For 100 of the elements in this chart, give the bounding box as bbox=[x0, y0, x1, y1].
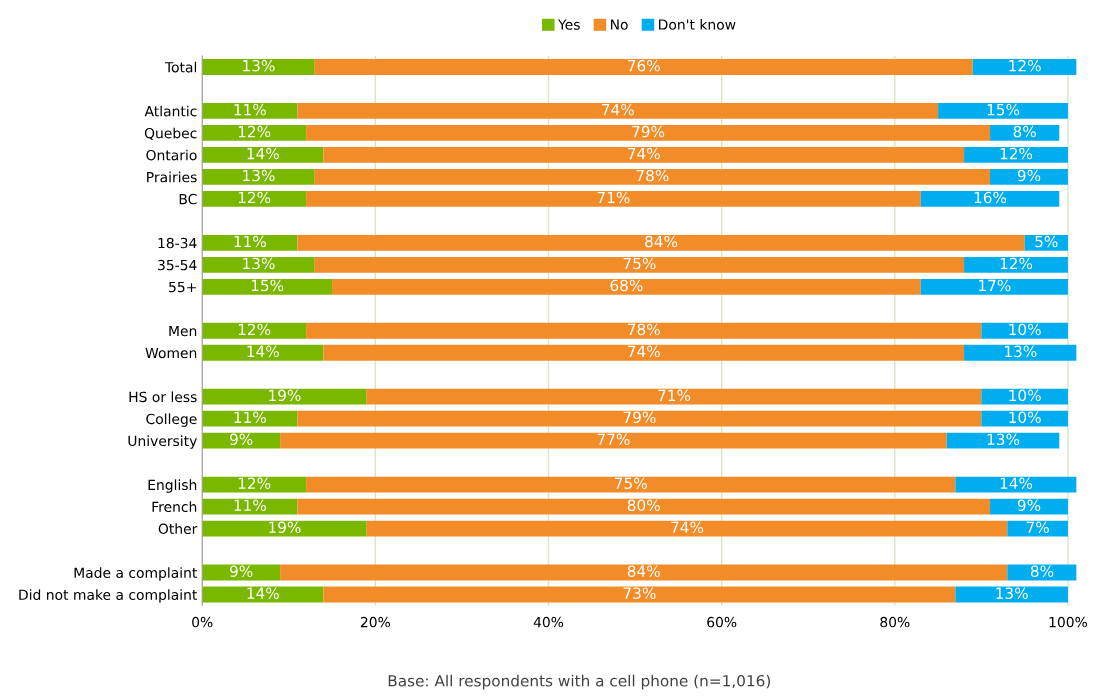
data-label: 8% bbox=[1030, 565, 1054, 577]
bar bbox=[202, 103, 298, 119]
legend-label: Yes bbox=[558, 19, 580, 30]
bar bbox=[990, 125, 1060, 141]
bar bbox=[202, 278, 333, 295]
data-label: 11% bbox=[234, 103, 266, 116]
text: Base: All respondents with a cell phone (n=1,016) bbox=[388, 674, 771, 690]
bar bbox=[323, 586, 956, 603]
y-tick-label: Total bbox=[164, 61, 197, 73]
bar bbox=[981, 322, 1068, 339]
data-label: 13% bbox=[243, 169, 275, 182]
data-label: 5% bbox=[1035, 235, 1058, 248]
data-label: 8% bbox=[1013, 125, 1036, 138]
data-label: 80% bbox=[627, 499, 660, 512]
bar bbox=[323, 344, 965, 361]
data-label: 9% bbox=[1017, 169, 1041, 182]
bar bbox=[972, 59, 1077, 75]
bar bbox=[366, 388, 982, 405]
data-label: 10% bbox=[1009, 389, 1041, 402]
x-tick-label: 20% bbox=[360, 616, 391, 628]
data-label: 7% bbox=[1026, 521, 1049, 533]
y-tick-label: Ontario bbox=[146, 149, 197, 161]
data-label: 15% bbox=[987, 103, 1020, 116]
data-label: 73% bbox=[623, 587, 656, 599]
x-tick-label: 0% bbox=[192, 616, 213, 628]
data-label: 79% bbox=[632, 125, 665, 138]
bar bbox=[202, 410, 298, 427]
bar bbox=[964, 344, 1077, 361]
bar bbox=[202, 234, 298, 251]
data-label: 74% bbox=[602, 103, 634, 116]
data-label: 13% bbox=[243, 59, 275, 72]
y-tick-label: University bbox=[128, 435, 197, 449]
bar bbox=[297, 498, 991, 515]
bar bbox=[306, 476, 956, 493]
data-label: 19% bbox=[269, 521, 301, 533]
bar bbox=[297, 234, 1025, 251]
bar bbox=[1024, 234, 1068, 251]
bar bbox=[946, 432, 1060, 449]
y-tick-label: English bbox=[148, 479, 197, 493]
y-tick-label: HS or less bbox=[129, 391, 197, 403]
data-label: 11% bbox=[234, 235, 266, 248]
y-tick-label: Made a complaint bbox=[74, 567, 198, 581]
data-label: 12% bbox=[1000, 147, 1033, 160]
y-tick-label: Did not make a complaint bbox=[19, 589, 198, 603]
bar bbox=[280, 564, 1008, 581]
data-label: 77% bbox=[597, 433, 630, 446]
y-tick-label: Men bbox=[169, 325, 197, 337]
data-label: 14% bbox=[247, 587, 279, 599]
data-label: 13% bbox=[987, 433, 1020, 446]
data-label: 12% bbox=[1000, 257, 1033, 270]
data-label: 78% bbox=[636, 169, 669, 182]
data-label: 19% bbox=[269, 389, 301, 402]
bar bbox=[920, 278, 1068, 295]
bar bbox=[990, 168, 1068, 185]
bar bbox=[981, 388, 1068, 405]
x-tick-label: 100% bbox=[1049, 616, 1088, 628]
data-label: 71% bbox=[658, 389, 691, 402]
data-label: 74% bbox=[628, 345, 660, 358]
bar bbox=[202, 388, 367, 405]
data-label: 76% bbox=[628, 59, 660, 72]
bar bbox=[202, 520, 367, 537]
data-label: 17% bbox=[979, 279, 1011, 292]
data-label: 9% bbox=[1017, 499, 1041, 512]
data-label: 13% bbox=[1005, 345, 1037, 358]
bar bbox=[202, 432, 281, 449]
data-label: 12% bbox=[238, 323, 271, 336]
bar bbox=[955, 476, 1077, 493]
y-tick-label: 18-34 bbox=[158, 237, 197, 249]
bar bbox=[964, 256, 1068, 273]
bar bbox=[202, 125, 307, 141]
data-label: 13% bbox=[243, 257, 275, 270]
data-label: 84% bbox=[645, 235, 678, 248]
bar bbox=[202, 168, 315, 185]
bar bbox=[297, 103, 939, 119]
bar bbox=[306, 322, 982, 339]
y-tick-label: Other bbox=[158, 523, 198, 535]
bar bbox=[202, 476, 307, 493]
data-label: 9% bbox=[230, 565, 253, 577]
data-label: 14% bbox=[1000, 477, 1033, 490]
bar bbox=[280, 432, 947, 449]
bar bbox=[202, 322, 307, 339]
bar bbox=[202, 147, 324, 163]
data-label: 10% bbox=[1009, 323, 1041, 336]
bar bbox=[202, 190, 307, 207]
bar bbox=[938, 103, 1068, 119]
bar bbox=[323, 147, 965, 163]
y-tick-label: 55+ bbox=[169, 281, 196, 293]
data-label: 75% bbox=[623, 257, 656, 270]
data-label: 74% bbox=[671, 521, 704, 533]
x-tick-label: 80% bbox=[880, 616, 910, 628]
data-label: 15% bbox=[251, 279, 284, 292]
data-label: 71% bbox=[597, 191, 630, 204]
data-label: 13% bbox=[996, 587, 1028, 599]
y-tick-label: Atlantic bbox=[144, 105, 197, 117]
legend-label: No bbox=[610, 19, 628, 30]
bar bbox=[314, 59, 973, 75]
bar bbox=[990, 498, 1068, 515]
bar bbox=[332, 278, 921, 295]
data-label: 16% bbox=[974, 191, 1007, 204]
data-label: 14% bbox=[247, 147, 279, 160]
